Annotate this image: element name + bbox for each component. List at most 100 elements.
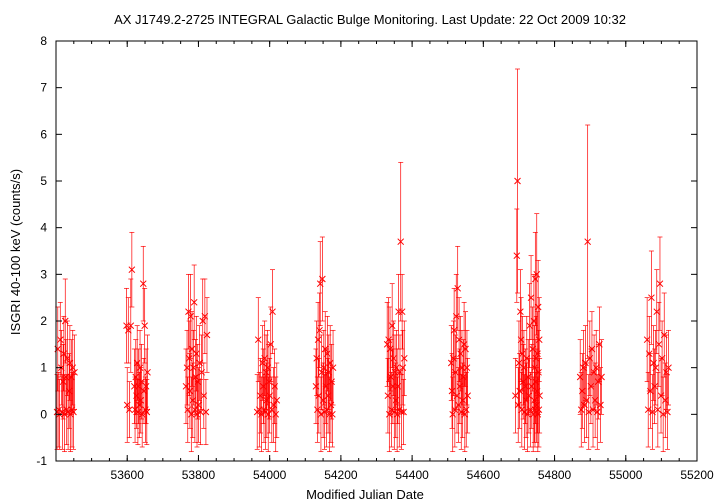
x-marker <box>56 336 64 344</box>
x-tick-label: 54400 <box>395 468 429 482</box>
x-marker <box>59 378 67 386</box>
data-point <box>648 250 655 345</box>
x-marker <box>319 275 326 283</box>
data-point <box>454 245 462 331</box>
data-point <box>272 376 280 453</box>
x-marker <box>577 406 585 414</box>
x-marker <box>535 406 543 414</box>
data-point <box>597 367 604 443</box>
data-point <box>71 334 78 411</box>
data-point <box>512 357 519 434</box>
data-point <box>514 68 521 294</box>
data-point <box>124 297 132 364</box>
data-point <box>126 381 133 439</box>
x-marker <box>262 368 270 376</box>
data-point <box>319 236 326 322</box>
x-marker <box>400 354 408 362</box>
x-marker <box>536 392 543 400</box>
data-point <box>598 339 605 415</box>
x-marker <box>531 275 539 283</box>
data-point <box>397 161 405 322</box>
data-point <box>464 357 472 434</box>
axes-group: -1 0 1 2 3 4 5 6 7 8 53600 53800 54000 54200 54400 5460… <box>36 34 714 482</box>
x-tick-label: 54600 <box>467 468 501 482</box>
x-marker <box>314 406 321 414</box>
data-point <box>383 301 391 387</box>
data-point <box>652 329 660 406</box>
x-marker <box>186 387 194 395</box>
y-tick-label: 0 <box>40 407 47 421</box>
x-marker <box>656 280 664 288</box>
x-marker <box>133 359 141 367</box>
data-point <box>654 371 662 448</box>
x-marker <box>328 410 336 418</box>
x-marker <box>463 364 471 372</box>
x-marker <box>665 364 672 372</box>
data-point <box>536 357 543 434</box>
data-point <box>462 311 469 387</box>
data-point <box>513 208 521 303</box>
x-marker <box>461 410 469 418</box>
y-tick-label: 4 <box>40 221 47 235</box>
data-point <box>665 329 672 406</box>
plot-frame <box>55 40 698 462</box>
x-marker <box>454 284 462 292</box>
x-marker <box>464 392 472 400</box>
x-marker <box>393 364 400 372</box>
data-point <box>453 357 461 434</box>
x-marker <box>134 408 142 416</box>
y-tick-label: -1 <box>36 454 47 468</box>
x-marker <box>513 252 521 260</box>
y-tick-label: 5 <box>40 174 47 188</box>
x-marker <box>648 294 655 302</box>
data-point <box>139 245 147 322</box>
x-marker <box>66 359 74 367</box>
data-point <box>144 334 151 411</box>
x-marker <box>534 303 542 311</box>
data-point <box>449 376 457 453</box>
data-point <box>134 378 142 446</box>
x-marker <box>264 410 272 418</box>
data-point <box>535 297 543 383</box>
data-point <box>651 348 658 425</box>
chart-title: AX J1749.2-2725 INTEGRAL Galactic Bulge … <box>114 12 626 27</box>
data-point <box>462 371 470 448</box>
x-marker <box>261 354 269 362</box>
x-marker <box>598 373 605 381</box>
data-point <box>203 297 211 373</box>
x-marker <box>128 266 136 274</box>
x-marker <box>462 345 469 353</box>
x-marker <box>202 408 210 416</box>
y-axis-label: ISGRI 40-100 keV (counts/s) <box>8 169 23 335</box>
data-point <box>577 371 585 448</box>
x-marker <box>316 326 323 334</box>
data-point <box>137 367 145 434</box>
data-point <box>585 374 593 450</box>
x-marker <box>398 308 406 316</box>
data-point <box>463 329 471 406</box>
x-marker <box>462 406 470 414</box>
data-point <box>399 329 407 406</box>
data-point <box>188 311 196 387</box>
y-tick-label: 1 <box>40 361 47 375</box>
x-tick-label: 55000 <box>609 468 643 482</box>
data-point <box>269 269 276 355</box>
x-marker <box>137 396 145 404</box>
x-marker <box>192 350 200 358</box>
x-marker <box>525 392 533 400</box>
x-marker <box>324 350 331 358</box>
x-marker <box>655 340 663 348</box>
x-marker <box>391 368 399 376</box>
x-tick-label: 55200 <box>680 468 714 482</box>
x-marker <box>126 406 133 414</box>
x-marker <box>144 368 151 376</box>
x-marker <box>584 238 592 246</box>
x-marker <box>139 280 147 288</box>
data-point <box>517 269 524 355</box>
x-marker <box>517 308 524 316</box>
x-marker <box>460 340 468 348</box>
x-marker <box>651 382 658 390</box>
x-tick-label: 53800 <box>182 468 216 482</box>
x-marker <box>514 177 521 185</box>
